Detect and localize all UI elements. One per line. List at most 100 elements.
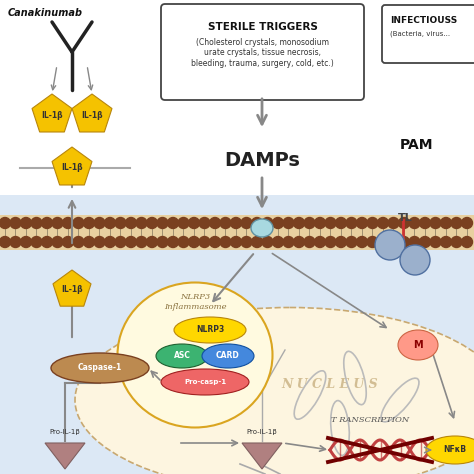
Circle shape (283, 218, 294, 228)
Circle shape (430, 218, 441, 228)
Circle shape (52, 237, 63, 247)
Text: N U C L E U S: N U C L E U S (282, 379, 378, 392)
Circle shape (115, 237, 126, 247)
Text: INFECTIOUSS: INFECTIOUSS (390, 16, 457, 25)
Circle shape (315, 237, 326, 247)
Circle shape (94, 237, 105, 247)
Circle shape (115, 218, 126, 228)
Text: IL-1β: IL-1β (61, 164, 83, 173)
Circle shape (73, 237, 84, 247)
Bar (0, 195, 474, 474)
Circle shape (167, 218, 179, 228)
Circle shape (63, 237, 73, 247)
Circle shape (199, 237, 210, 247)
Text: NFκB: NFκB (444, 446, 466, 455)
Circle shape (146, 218, 157, 228)
Circle shape (356, 218, 367, 228)
Circle shape (126, 218, 137, 228)
Circle shape (210, 218, 220, 228)
Ellipse shape (75, 308, 474, 474)
Circle shape (336, 218, 346, 228)
Circle shape (273, 218, 283, 228)
Circle shape (63, 218, 73, 228)
Circle shape (399, 218, 410, 228)
Circle shape (409, 237, 420, 247)
Circle shape (346, 237, 357, 247)
Polygon shape (53, 270, 91, 306)
Circle shape (20, 218, 31, 228)
Ellipse shape (51, 353, 149, 383)
Circle shape (283, 237, 294, 247)
Text: CARD: CARD (216, 352, 240, 361)
Circle shape (375, 230, 405, 260)
Circle shape (178, 237, 189, 247)
Circle shape (388, 237, 399, 247)
Circle shape (356, 237, 367, 247)
Circle shape (399, 237, 410, 247)
Polygon shape (52, 147, 92, 185)
Text: IL-1β: IL-1β (81, 110, 103, 119)
Circle shape (42, 218, 53, 228)
Circle shape (315, 218, 326, 228)
Circle shape (189, 218, 200, 228)
Circle shape (157, 237, 168, 247)
Circle shape (31, 218, 42, 228)
Circle shape (146, 237, 157, 247)
Circle shape (430, 237, 441, 247)
Polygon shape (32, 94, 72, 132)
Circle shape (10, 237, 21, 247)
Circle shape (136, 237, 147, 247)
Circle shape (440, 218, 452, 228)
Text: M: M (413, 340, 423, 350)
Ellipse shape (398, 330, 438, 360)
Circle shape (273, 237, 283, 247)
Circle shape (336, 237, 346, 247)
Polygon shape (45, 443, 85, 469)
Text: TL: TL (398, 213, 413, 223)
Circle shape (451, 237, 462, 247)
Circle shape (325, 218, 336, 228)
Ellipse shape (156, 344, 208, 368)
Text: T RANSCRIPTION: T RANSCRIPTION (331, 416, 409, 424)
Circle shape (419, 237, 430, 247)
Circle shape (0, 237, 10, 247)
Circle shape (440, 237, 452, 247)
Circle shape (178, 218, 189, 228)
Text: STERILE TRIGGERS: STERILE TRIGGERS (208, 22, 318, 32)
Circle shape (377, 237, 389, 247)
Circle shape (451, 218, 462, 228)
Ellipse shape (174, 317, 246, 343)
Text: Canakinumab: Canakinumab (8, 8, 83, 18)
Circle shape (262, 218, 273, 228)
Circle shape (367, 218, 378, 228)
Circle shape (462, 237, 473, 247)
Text: ASC: ASC (173, 352, 191, 361)
Circle shape (419, 218, 430, 228)
Circle shape (126, 237, 137, 247)
Circle shape (0, 218, 10, 228)
Circle shape (94, 218, 105, 228)
Text: NLRP3: NLRP3 (196, 326, 224, 335)
Circle shape (104, 237, 116, 247)
Circle shape (230, 237, 241, 247)
Circle shape (20, 237, 31, 247)
Polygon shape (242, 443, 282, 469)
Ellipse shape (426, 436, 474, 464)
Circle shape (252, 218, 263, 228)
Text: Caspase-1: Caspase-1 (78, 364, 122, 373)
Text: Pro-casp-1: Pro-casp-1 (184, 379, 226, 385)
Circle shape (167, 237, 179, 247)
Circle shape (325, 237, 336, 247)
Circle shape (230, 218, 241, 228)
Text: DAMPs: DAMPs (224, 151, 300, 170)
Text: IL-1β: IL-1β (41, 110, 63, 119)
Circle shape (104, 218, 116, 228)
Circle shape (293, 237, 304, 247)
Circle shape (409, 218, 420, 228)
FancyBboxPatch shape (161, 4, 364, 100)
Ellipse shape (118, 283, 273, 428)
Circle shape (241, 218, 252, 228)
Circle shape (199, 218, 210, 228)
Circle shape (136, 218, 147, 228)
Circle shape (252, 237, 263, 247)
